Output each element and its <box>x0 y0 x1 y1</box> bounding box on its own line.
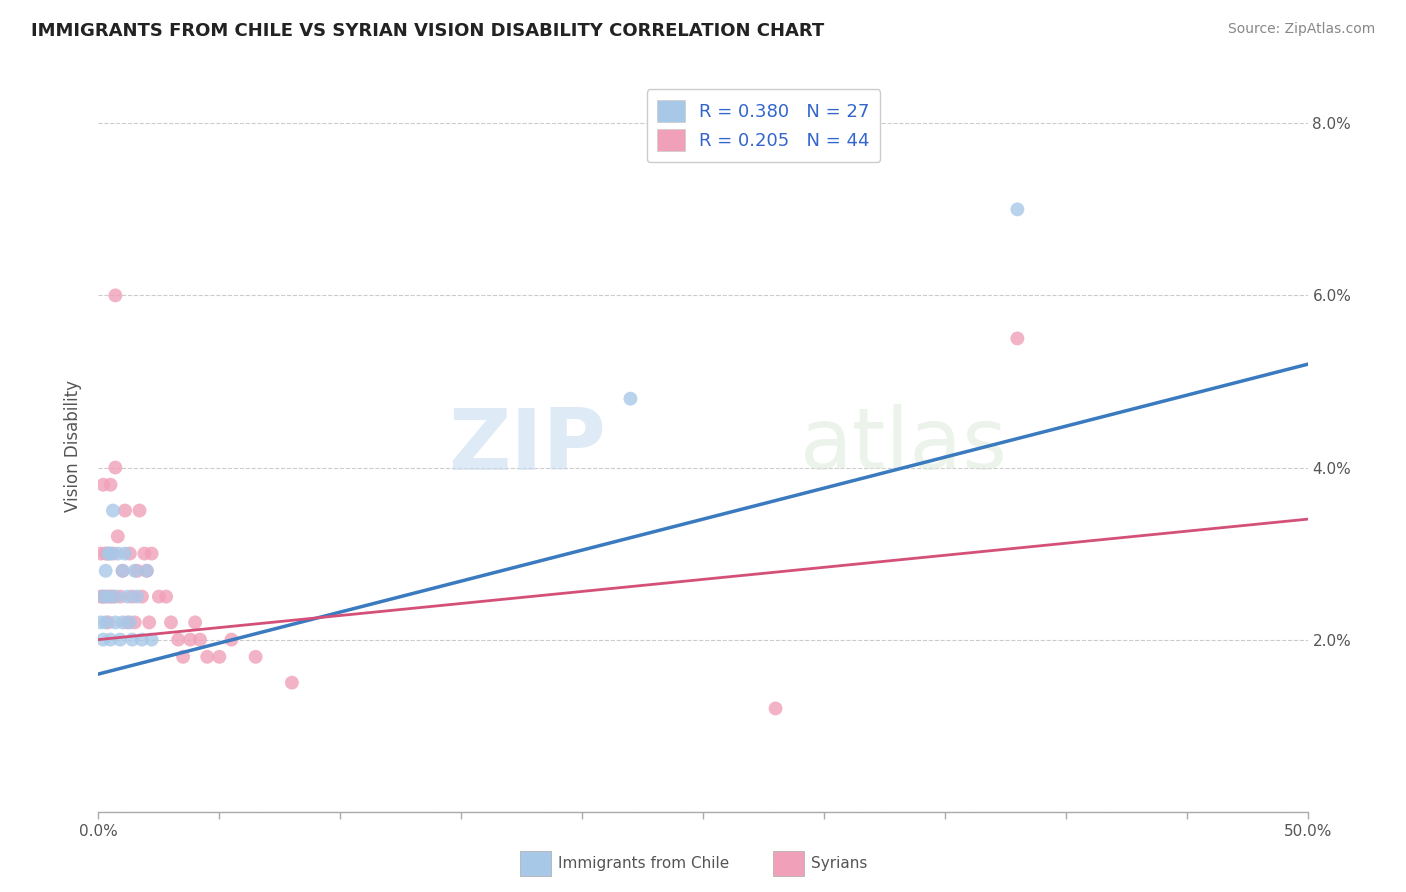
Text: atlas: atlas <box>800 404 1008 488</box>
Point <box>104 615 127 630</box>
Point <box>117 590 139 604</box>
Point <box>160 615 183 630</box>
Point <box>94 547 117 561</box>
Point <box>100 547 122 561</box>
Point <box>101 590 124 604</box>
Point <box>108 590 131 604</box>
Text: ZIP: ZIP <box>449 404 606 488</box>
Point <box>104 288 127 302</box>
Point <box>107 529 129 543</box>
Point <box>94 564 117 578</box>
Point <box>100 632 122 647</box>
Point <box>131 590 153 604</box>
Text: Syrians: Syrians <box>811 856 868 871</box>
Point <box>128 503 150 517</box>
Point <box>1007 202 1029 217</box>
Text: Source: ZipAtlas.com: Source: ZipAtlas.com <box>1227 22 1375 37</box>
Point <box>135 564 157 578</box>
Point <box>94 590 117 604</box>
Point <box>179 632 201 647</box>
Point <box>111 564 134 578</box>
Point <box>155 590 177 604</box>
Point <box>91 590 114 604</box>
Point <box>97 547 120 561</box>
Text: IMMIGRANTS FROM CHILE VS SYRIAN VISION DISABILITY CORRELATION CHART: IMMIGRANTS FROM CHILE VS SYRIAN VISION D… <box>31 22 824 40</box>
Point <box>124 615 146 630</box>
Point <box>100 477 122 491</box>
Point <box>97 547 120 561</box>
Point <box>124 564 146 578</box>
Y-axis label: Vision Disability: Vision Disability <box>65 380 83 512</box>
Point <box>188 632 211 647</box>
Point <box>118 615 141 630</box>
Point <box>134 547 156 561</box>
Point <box>90 615 112 630</box>
Point <box>118 547 141 561</box>
Point <box>108 632 131 647</box>
Text: Immigrants from Chile: Immigrants from Chile <box>558 856 730 871</box>
Point <box>114 547 136 561</box>
Legend: R = 0.380   N = 27, R = 0.205   N = 44: R = 0.380 N = 27, R = 0.205 N = 44 <box>647 89 880 162</box>
Point <box>101 547 124 561</box>
Point <box>94 615 117 630</box>
Point <box>208 649 231 664</box>
Point <box>104 590 127 604</box>
Point <box>281 675 304 690</box>
Point <box>107 547 129 561</box>
Point <box>765 701 787 715</box>
Point <box>111 615 134 630</box>
Point <box>184 615 207 630</box>
Point <box>148 590 170 604</box>
Point <box>121 632 143 647</box>
Point <box>101 503 124 517</box>
Point <box>167 632 190 647</box>
Point <box>97 615 120 630</box>
Point <box>195 649 218 664</box>
Point <box>97 590 120 604</box>
Point <box>135 564 157 578</box>
Point <box>1007 331 1029 345</box>
Point <box>100 590 122 604</box>
Point <box>114 503 136 517</box>
Point <box>91 590 114 604</box>
Point <box>127 564 149 578</box>
Point <box>111 564 134 578</box>
Point <box>117 615 139 630</box>
Point <box>141 632 163 647</box>
Point <box>90 547 112 561</box>
Point <box>91 477 114 491</box>
Point <box>121 590 143 604</box>
Point <box>245 649 267 664</box>
Point <box>138 615 160 630</box>
Point <box>172 649 194 664</box>
Point <box>131 632 153 647</box>
Point <box>91 632 114 647</box>
Point <box>127 590 149 604</box>
Point <box>619 392 641 406</box>
Point <box>221 632 243 647</box>
Point <box>104 460 127 475</box>
Point <box>90 590 112 604</box>
Point <box>141 547 163 561</box>
